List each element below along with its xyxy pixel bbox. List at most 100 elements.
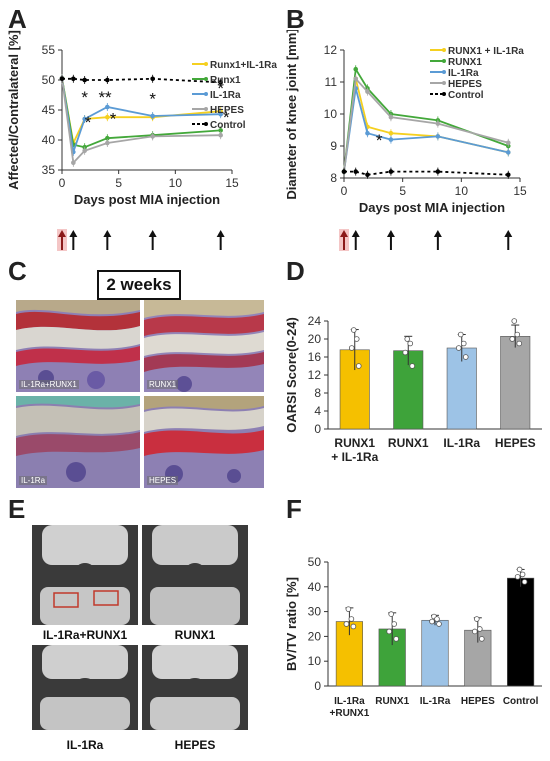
injection-arrowhead: [433, 230, 442, 237]
data-point-runx1: [218, 128, 223, 133]
data-point-runx1-il-1ra: [388, 130, 394, 136]
data-point-il-1ra: [388, 137, 394, 142]
legend-marker: [442, 81, 446, 85]
category-label-line: RUNX1: [334, 436, 375, 450]
significance-marker: *: [223, 108, 230, 127]
category-label-il-1ra-runx1: IL-1Ra +RUNX1: [330, 696, 370, 719]
y-tick-label: 10: [324, 107, 338, 121]
individual-data-point: [345, 606, 352, 612]
individual-data-point: [343, 621, 350, 627]
legend-label-hepes: HEPES: [210, 105, 244, 116]
ct-image-il1ra: [32, 645, 138, 730]
significance-marker: *: [110, 109, 117, 128]
data-point-control: [218, 80, 223, 85]
individual-data-point: [436, 621, 442, 627]
y-tick-label: 0: [314, 422, 321, 436]
data-point-il-1ra: [435, 134, 441, 139]
panel-label-e: E: [8, 494, 26, 524]
chart-b-knee-diameter: 8 9 10 11 12 0 5 10 15 Days post MIA injection Dia…: [284, 30, 527, 251]
category-label-line: RUNX1: [388, 436, 429, 450]
y-tick-label: 10: [308, 654, 322, 668]
injection-arrowhead: [351, 230, 360, 237]
significance-marker: *: [85, 113, 92, 132]
legend-label-il-1ra: IL-1Ra: [210, 90, 241, 101]
x-tick-label: 5: [399, 184, 406, 198]
injection-arrowhead: [58, 230, 66, 237]
histology-label-hepes: HEPES: [147, 476, 179, 485]
individual-data-point: [388, 611, 394, 617]
significance-marker: *: [81, 88, 88, 107]
series-line-runx1: [61, 78, 221, 149]
series-line-hepes: [61, 78, 221, 165]
category-label-runx1: RUNX1: [388, 436, 429, 450]
individual-data-point: [350, 623, 357, 630]
panel-label-c: C: [8, 256, 27, 286]
individual-data-point: [348, 345, 355, 351]
category-label-hepes: HEPES: [495, 436, 536, 450]
safranin-o-stain-illustration: [16, 300, 140, 392]
individual-data-point: [516, 566, 523, 573]
y-tick-label: 20: [308, 332, 322, 346]
panel-label-d: D: [286, 256, 305, 286]
data-point-control: [82, 77, 87, 83]
individual-data-point: [519, 571, 526, 578]
data-point-il-1ra: [505, 150, 511, 155]
data-point-control: [105, 77, 110, 83]
data-point-il-1ra: [105, 104, 110, 110]
category-label-line: RUNX1: [375, 696, 409, 707]
category-label-runx1: RUNX1: [375, 696, 409, 707]
x-tick-label: 15: [513, 184, 527, 198]
y-tick-label: 12: [324, 43, 338, 57]
individual-data-point: [516, 340, 523, 347]
histology-image-runx1: RUNX1: [144, 300, 264, 392]
legend-marker: [204, 122, 208, 126]
individual-data-point: [434, 616, 440, 622]
bar-il-1ra: [421, 619, 449, 687]
legend-marker: [442, 59, 446, 63]
bar-hepes: [500, 335, 531, 430]
y-tick-label: 12: [308, 368, 322, 382]
x-tick-label: 5: [115, 176, 122, 190]
legend-marker: [204, 92, 208, 96]
data-point-il-1ra: [365, 130, 370, 136]
series-line-il-1ra: [61, 78, 221, 153]
legend-label-il-1ra: IL-1Ra: [448, 68, 479, 79]
data-point-control: [341, 169, 347, 174]
individual-data-point: [350, 327, 357, 333]
legend-label-control: Control: [210, 120, 246, 131]
ct-label-il1ra: IL-1Ra: [66, 738, 104, 752]
individual-data-point: [429, 618, 435, 625]
y-tick-label: 8: [314, 386, 321, 400]
data-point-control: [150, 76, 155, 82]
x-tick-label: 15: [225, 176, 239, 190]
knee-ct-illustration: [40, 645, 130, 730]
histology-label-il1ra: IL-1Ra: [19, 476, 48, 485]
significance-marker: *: [149, 90, 156, 109]
x-tick-label: 0: [59, 176, 66, 190]
data-point-hepes: [82, 148, 87, 154]
knee-ct-illustration: [150, 645, 240, 730]
ct-image-hepes: [142, 645, 248, 730]
y-tick-label: 45: [42, 103, 56, 117]
knee-ct-illustration: [150, 525, 240, 625]
y-tick-label: 40: [308, 580, 322, 594]
histology-label-il1ra-runx1: IL-1Ra+RUNX1: [19, 380, 79, 389]
category-label-il-1ra: IL-1Ra: [443, 436, 480, 450]
category-label-line: IL-1Ra: [443, 436, 480, 450]
individual-data-point: [355, 363, 362, 369]
data-point-il-1ra: [82, 116, 87, 122]
ct-label-hepes: HEPES: [174, 738, 216, 752]
data-point-hepes: [365, 89, 370, 94]
category-label-line: HEPES: [495, 436, 536, 450]
y-axis-title: Diameter of knee joint [mm]: [284, 30, 299, 200]
panel-label-a: A: [8, 4, 27, 34]
ct-image-il1ra-runx1: [32, 525, 138, 625]
individual-data-point: [409, 363, 416, 369]
histology-image-hepes: HEPES: [144, 396, 264, 488]
individual-data-point: [407, 340, 414, 347]
injection-arrowhead: [103, 230, 112, 237]
individual-data-point: [455, 345, 462, 351]
significance-marker: *: [217, 79, 224, 98]
